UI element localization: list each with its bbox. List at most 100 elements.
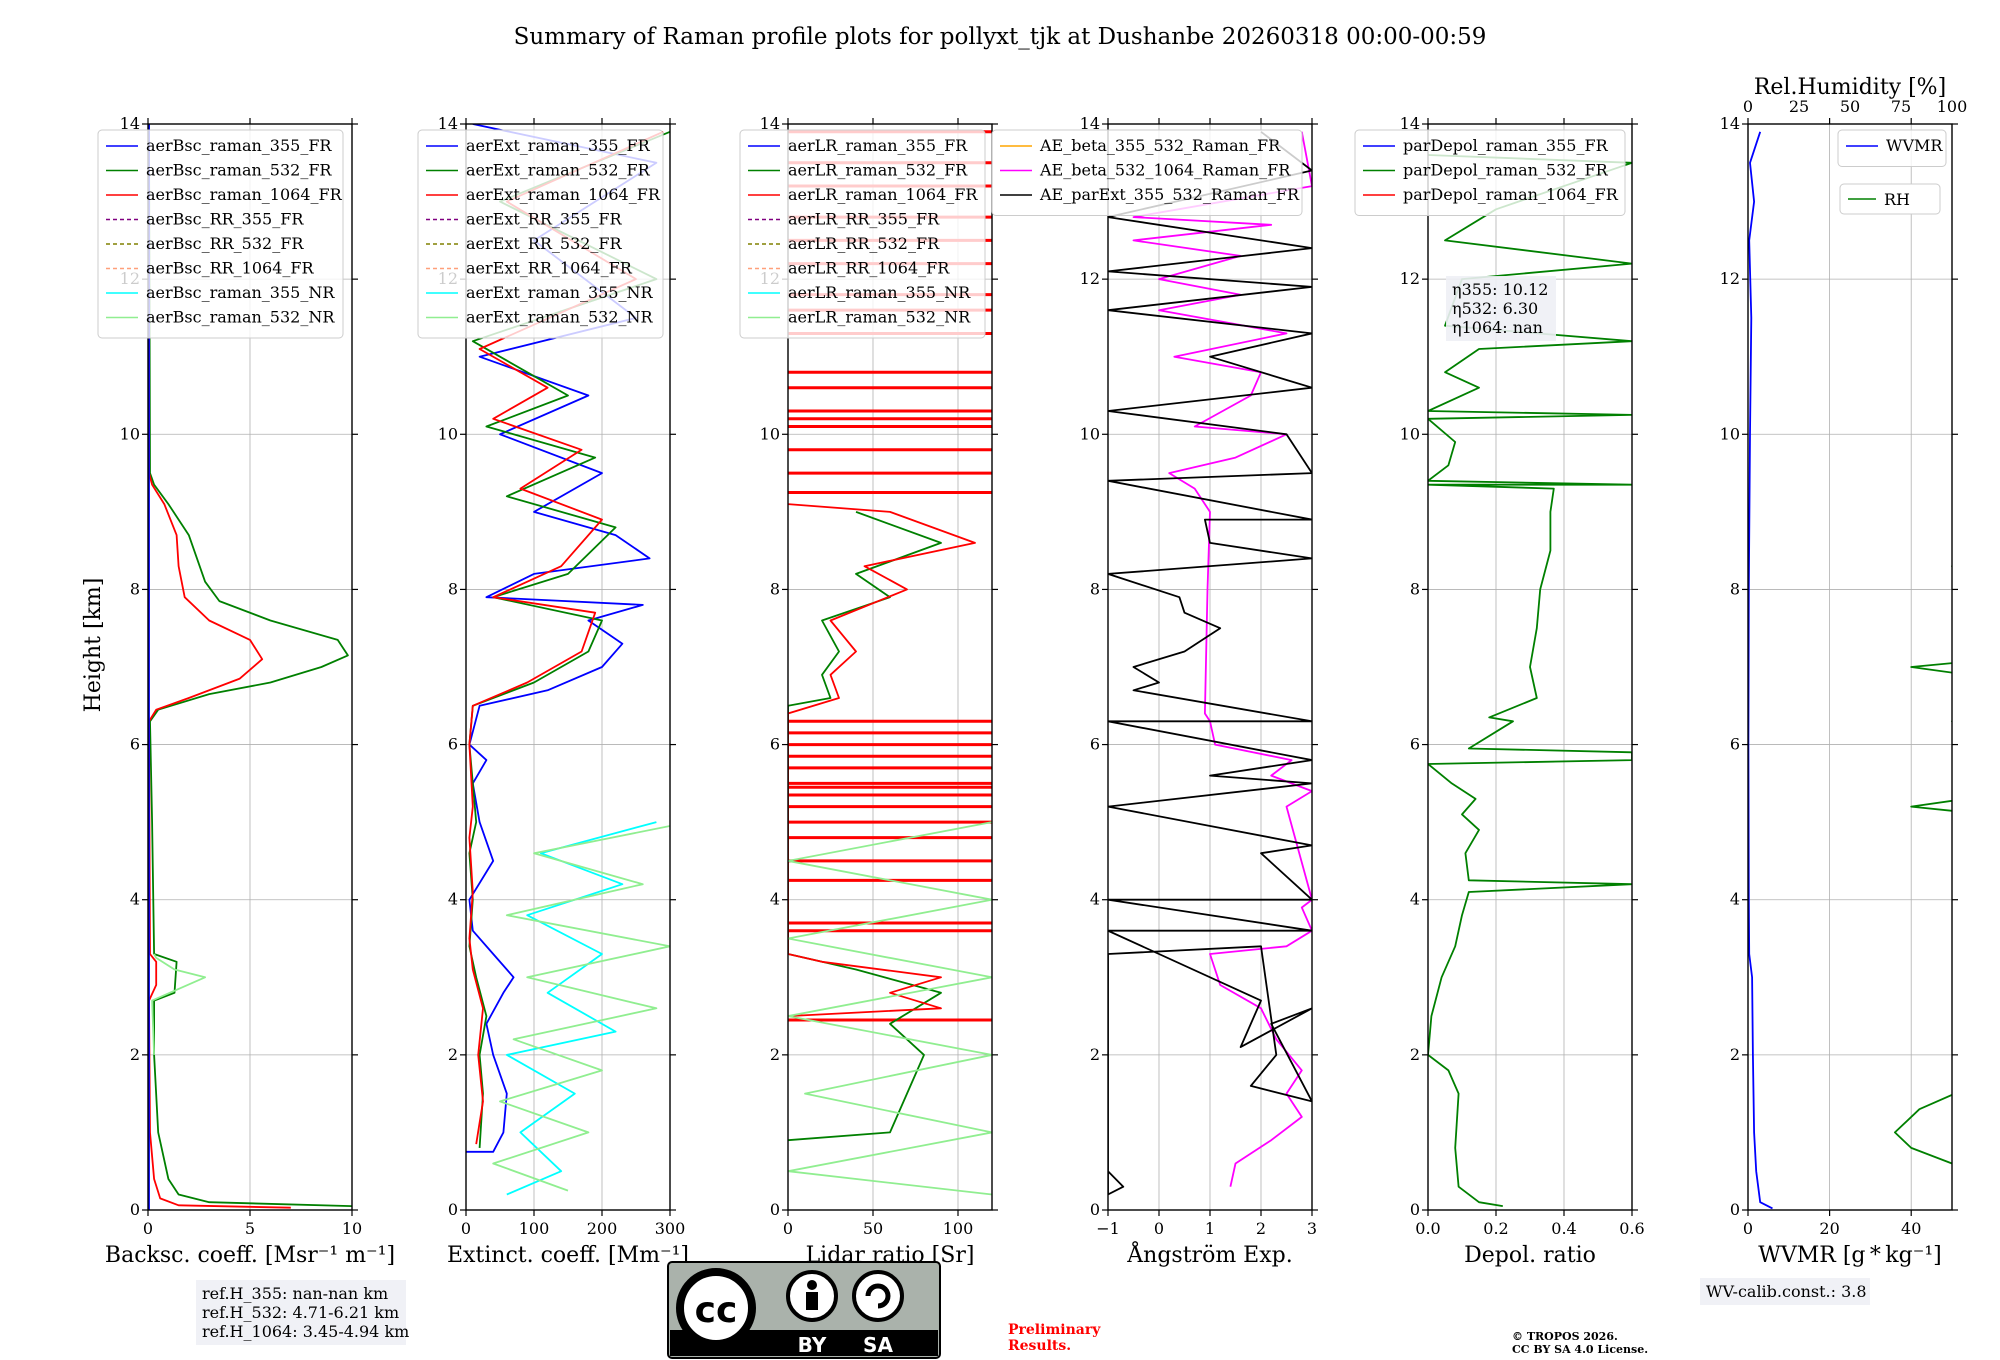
legend-entry: aerLR_raman_355_NR — [788, 283, 971, 302]
y-tick-label: 4 — [1410, 890, 1420, 909]
legend-box — [1837, 129, 1947, 167]
y-tick-label: 6 — [448, 735, 458, 754]
y-tick-label: 2 — [770, 1045, 780, 1064]
series-line-aerBsc_raman_532_FR — [148, 124, 352, 1207]
axes-frame — [787, 123, 993, 1211]
x-tick-label: 0 — [1154, 1219, 1164, 1238]
y-tick-label: 14 — [438, 114, 458, 133]
panel-5: 0.0 0.2 0.4 0.6 0 2 4 6 8 10 12 14 Depol. ratio parDe… — [1354, 114, 1645, 1268]
legend-entry: aerLR_raman_532_FR — [788, 161, 968, 180]
y-tick-label: 4 — [1090, 890, 1100, 909]
copyright-line1: © TROPOS 2026. — [1512, 1330, 1618, 1343]
y-tick-label: 14 — [120, 114, 140, 133]
x-tick-label: 0 — [1743, 1219, 1753, 1238]
axes-frame — [465, 123, 671, 1211]
legend-entry: aerLR_RR_532_FR — [788, 234, 940, 253]
y-tick-label: 0 — [1410, 1200, 1420, 1219]
y-tick-label: 8 — [1410, 579, 1420, 598]
y-tick-label: 0 — [130, 1200, 140, 1219]
annotation-line: ref.H_1064: 3.45-4.94 km — [202, 1322, 409, 1341]
legend-entry: aerLR_raman_532_NR — [788, 308, 971, 327]
legend-entry: aerBsc_raman_532_NR — [146, 308, 335, 327]
x-tick-label: 0.4 — [1551, 1219, 1576, 1238]
legend-box — [1354, 129, 1626, 216]
cc-by-text: BY — [798, 1333, 827, 1357]
annotation-box: WV-calib.const.: 3.8 — [1700, 1278, 1870, 1305]
x-tick-label: 2 — [1256, 1219, 1266, 1238]
legend-entry: aerBsc_raman_355_FR — [146, 136, 332, 155]
figure-title: Summary of Raman profile plots for polly… — [514, 24, 1487, 50]
y-tick-label: 14 — [1080, 114, 1100, 133]
x-tick-label: −1 — [1096, 1219, 1120, 1238]
y-tick-label: 4 — [448, 890, 458, 909]
x-tick-label: 20 — [1819, 1219, 1839, 1238]
y-tick-label: 6 — [770, 735, 780, 754]
legend-entry: parDepol_raman_532_FR — [1403, 161, 1609, 180]
y-tick-label: 14 — [1720, 114, 1740, 133]
y-tick-label: 8 — [130, 579, 140, 598]
y-tick-label: 2 — [130, 1045, 140, 1064]
cc-icon-label: cc — [695, 1290, 738, 1331]
legend-entry: aerBsc_RR_1064_FR — [146, 259, 315, 278]
legend-entry: aerBsc_raman_532_FR — [146, 161, 332, 180]
series-line-aerBsc_raman_1064_FR — [148, 124, 291, 1209]
y-tick-label: 12 — [1400, 269, 1420, 288]
legend-box — [97, 129, 344, 339]
x-tick-label: 3 — [1307, 1219, 1317, 1238]
annotation-bg — [1446, 276, 1556, 341]
y-tick-label: 4 — [130, 890, 140, 909]
axes-frame — [1747, 123, 1953, 1211]
axes-frame — [1427, 123, 1633, 1211]
series-line-AE_parExt_355_532_Raman_FR — [1108, 131, 1312, 1196]
legend-rh: RH — [1839, 183, 1941, 215]
x-axis-label: Ångström Exp. — [1126, 1240, 1292, 1268]
legend-entry: parDepol_raman_1064_FR — [1403, 185, 1619, 204]
legend-entry: WVMR — [1886, 136, 1943, 155]
series-group — [1428, 154, 1632, 1207]
x2-tick-label: 0 — [1743, 97, 1753, 116]
series-line-aerExt_raman_355_FR — [466, 124, 658, 1153]
annotation-line: ref.H_355: nan-nan km — [202, 1284, 388, 1303]
series-group — [148, 124, 352, 1210]
legend: aerExt_raman_355_FR aerExt_raman_532_FRae… — [417, 129, 664, 339]
legend-entry: aerBsc_raman_355_NR — [146, 283, 335, 302]
annotation-line: ref.H_532: 4.71-6.21 km — [202, 1303, 399, 1322]
legend-box — [1839, 183, 1941, 215]
x-tick-label: 0.0 — [1415, 1219, 1440, 1238]
x-tick-label: 100 — [519, 1219, 550, 1238]
x-tick-label: 5 — [245, 1219, 255, 1238]
series-group — [466, 124, 670, 1196]
legend-entry: aerExt_RR_355_FR — [466, 210, 623, 229]
x-tick-label: 0 — [461, 1219, 471, 1238]
x2-axis-label: Rel.Humidity [%] — [1754, 75, 1946, 100]
copyright-line2: CC BY SA 4.0 License. — [1512, 1343, 1648, 1356]
x-tick-label: 300 — [655, 1219, 686, 1238]
x-tick-label: 0.6 — [1619, 1219, 1644, 1238]
series-line-aerExt_raman_355_NR — [505, 821, 657, 1196]
panel-2: 010020030002468101214Extinct. coeff. [Mm… — [417, 114, 689, 1268]
cc-icon — [676, 1268, 756, 1348]
series-line-AE_beta_532_1064_Raman_FR — [1132, 131, 1312, 1187]
y-tick-label: 0 — [1730, 1200, 1740, 1219]
legend-entry: aerLR_raman_355_FR — [788, 136, 968, 155]
legend-entry: aerExt_RR_532_FR — [466, 234, 623, 253]
legend: parDepol_raman_355_FR parDepol_raman_532_… — [1354, 129, 1626, 216]
y-tick-label: 10 — [760, 424, 780, 443]
legend-entry: aerExt_raman_532_NR — [466, 308, 654, 327]
y-tick-label: 14 — [1400, 114, 1420, 133]
legend-entry: aerExt_raman_355_FR — [466, 136, 651, 155]
y-tick-label: 2 — [1730, 1045, 1740, 1064]
cc-license-badge: cc BY SA — [667, 1261, 941, 1359]
panel-6: 0 20 40 0 2 4 6 8 10 12 14 WVMR [g * kg⁻¹] Rel.Humid… — [1700, 75, 1967, 1305]
y-tick-label: 8 — [1730, 579, 1740, 598]
x-tick-label: 100 — [943, 1219, 974, 1238]
legend-entry: aerExt_raman_1064_FR — [466, 185, 661, 204]
series-line-aerExt_raman_1064_FR — [468, 130, 664, 1145]
legend-entry: AE_beta_532_1064_Raman_FR — [1039, 161, 1291, 180]
legend: AE_beta_355_532_Raman_FR AE_beta_532_1064… — [991, 129, 1303, 216]
legend-entry: aerBsc_raman_1064_FR — [146, 185, 343, 204]
y-tick-label: 2 — [1090, 1045, 1100, 1064]
series-line-aerLR_raman_532_NR — [788, 821, 992, 1196]
y-tick-label: 6 — [1410, 735, 1420, 754]
